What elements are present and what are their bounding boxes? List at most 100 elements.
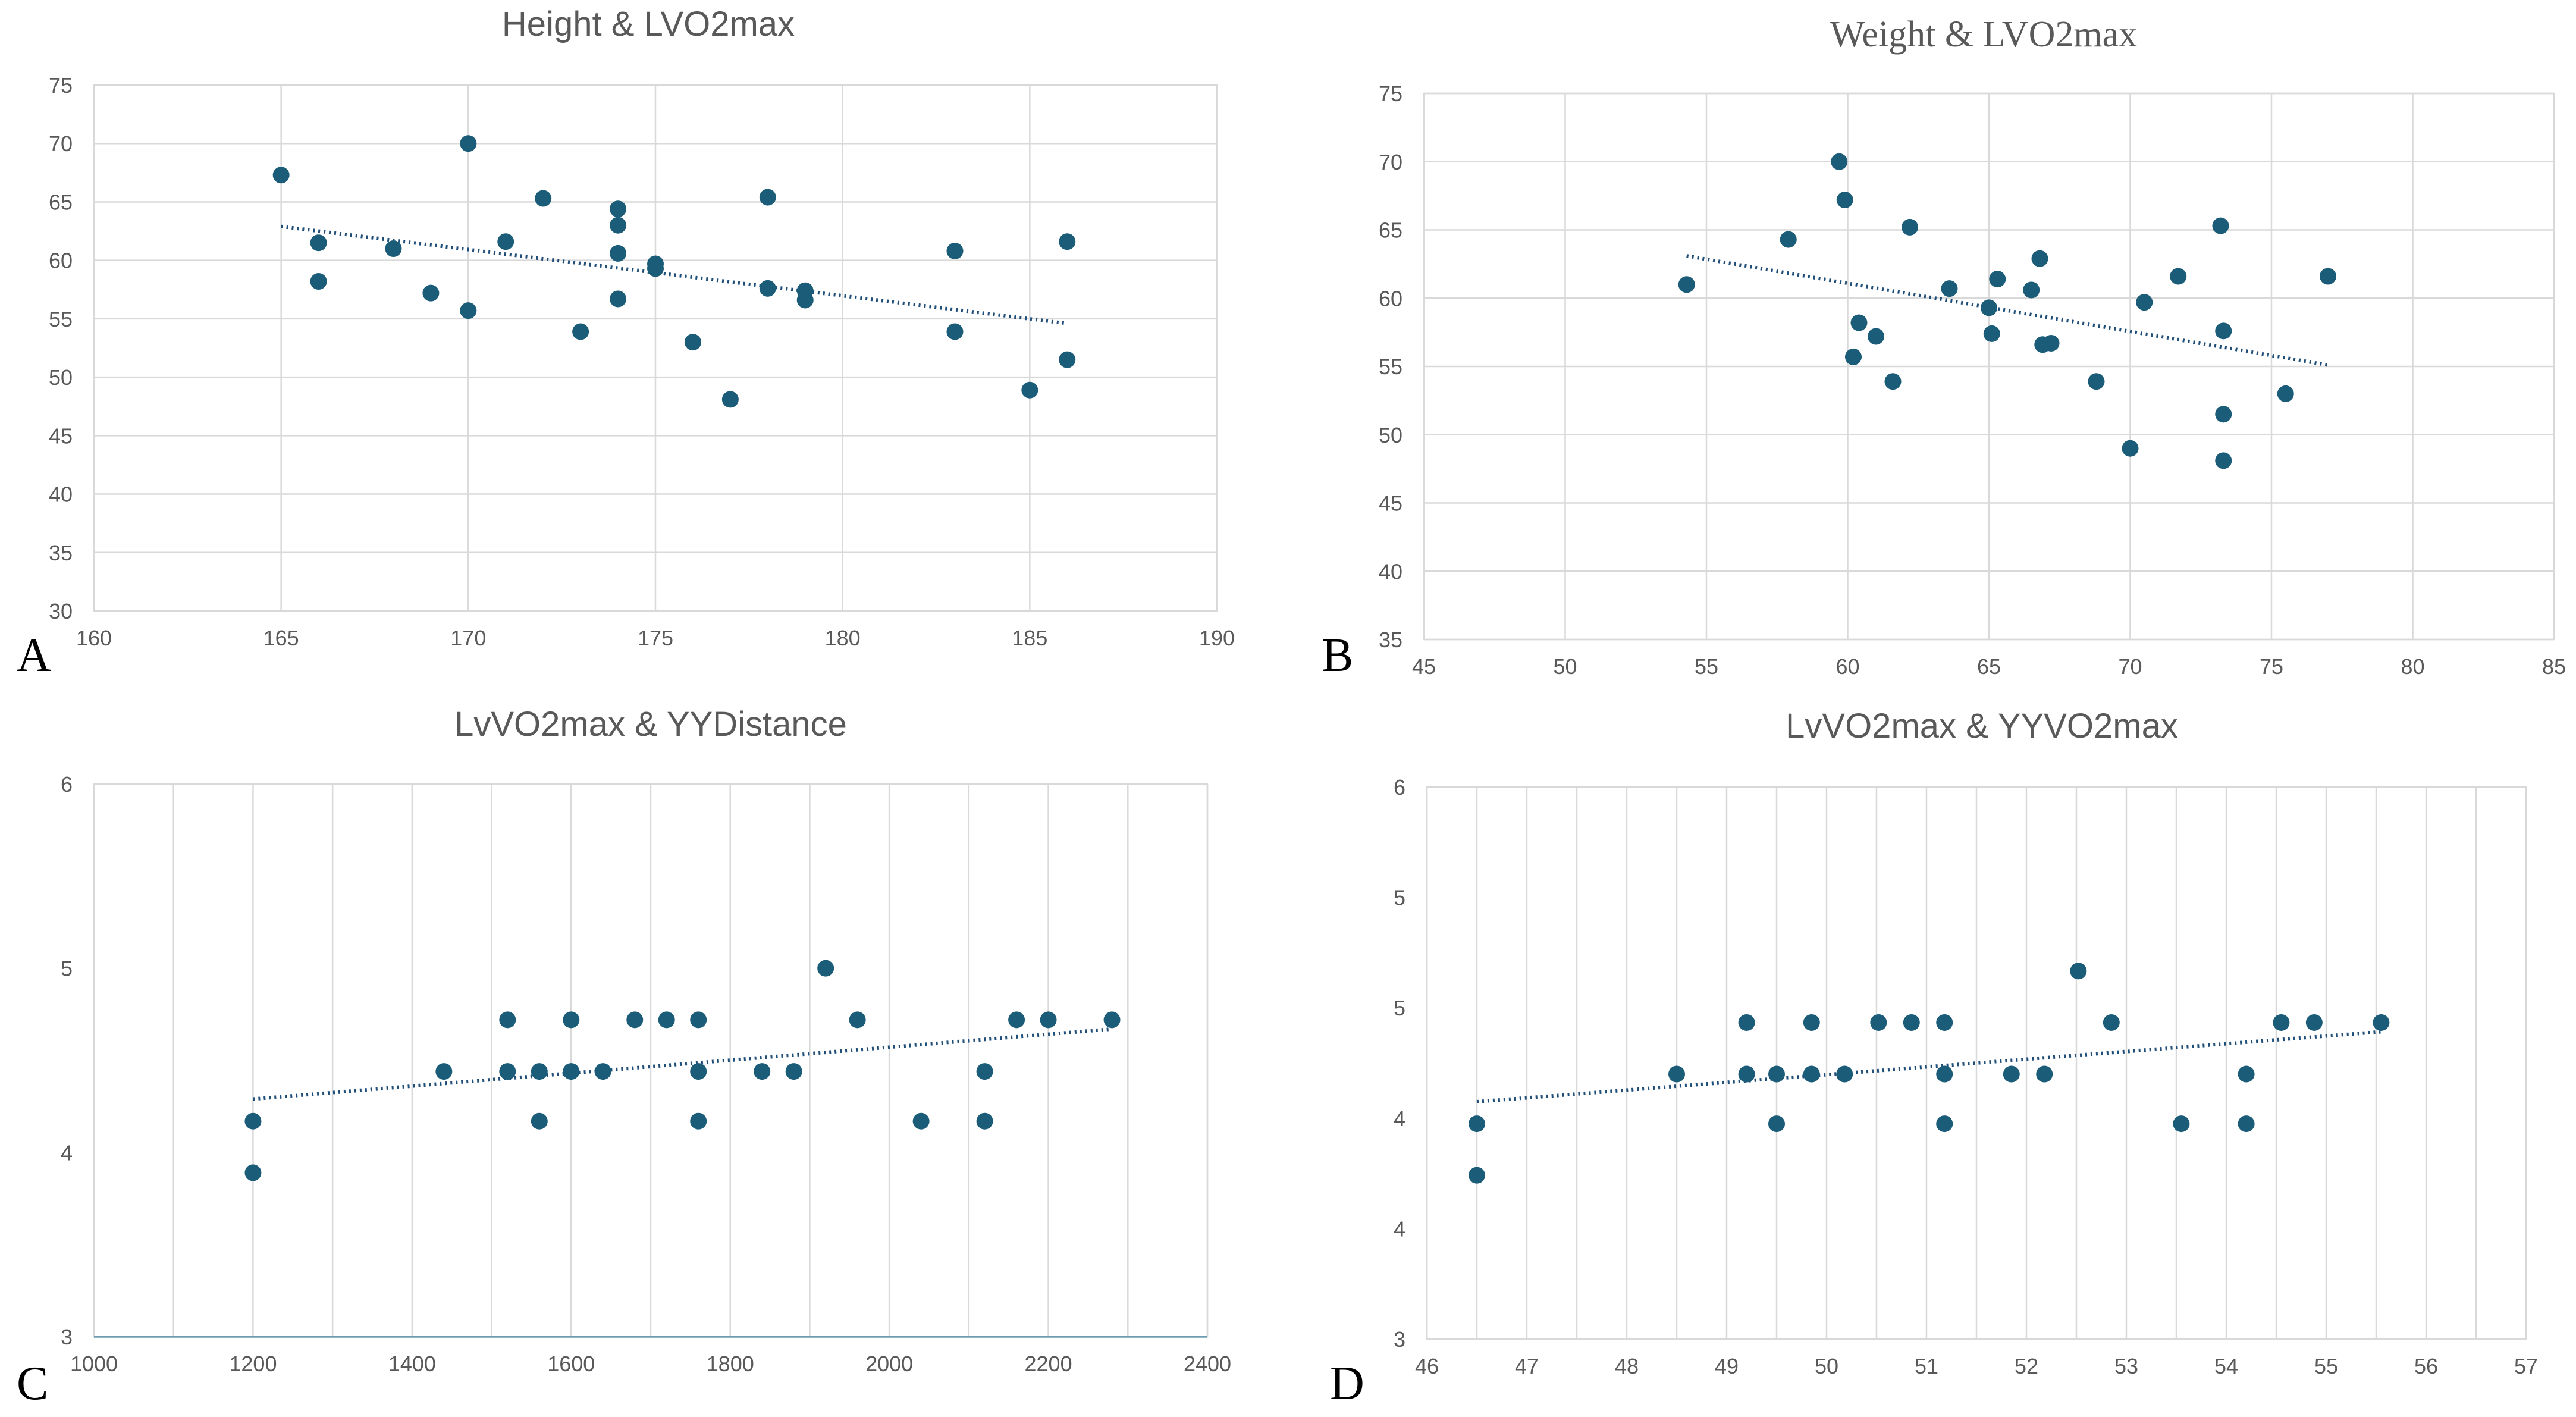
x-tick-label: 48 [1615, 1354, 1639, 1378]
y-tick-label: 65 [49, 190, 73, 214]
data-point [2036, 1065, 2053, 1083]
x-tick-label: 70 [2118, 654, 2142, 679]
data-point [647, 260, 664, 277]
chart-panel-b: 45 50 55 60 65 70 75 80 85 35 40 45 50 55 60 65 70 75 Weig… [1322, 14, 2566, 682]
plot-area-frame [1423, 92, 2555, 641]
x-tick-label: 2400 [1184, 1352, 1231, 1376]
y-tick-label: 35 [1379, 628, 1402, 652]
x-tick-label: 45 [1412, 654, 1436, 679]
x-tick-label: 46 [1415, 1354, 1439, 1378]
data-point [2042, 334, 2060, 352]
data-point [2305, 1014, 2323, 1031]
x-tick-label: 170 [450, 626, 486, 650]
y-tick-label: 6 [1394, 775, 1405, 800]
trendline [281, 224, 1068, 325]
x-tick-label: 57 [2514, 1354, 2538, 1378]
x-tick-label: 65 [1977, 654, 2001, 679]
data-point [690, 1063, 707, 1080]
y-tick-label: 65 [1379, 218, 1402, 243]
data-point [849, 1011, 866, 1029]
data-point [310, 234, 327, 252]
data-point [563, 1011, 580, 1029]
data-point [422, 284, 440, 302]
data-point [1768, 1115, 1785, 1133]
data-point [272, 167, 290, 184]
y-tick-label: 45 [49, 424, 73, 448]
data-point [1059, 351, 1076, 368]
data-point [690, 1112, 707, 1130]
data-point [435, 1063, 453, 1080]
chart-panel-a: 160 165 170 175 180 185 190 30 35 40 45 50 55 60 65 70 7… [17, 5, 1235, 682]
data-point [626, 1011, 644, 1029]
data-point [610, 217, 627, 234]
trendline [1686, 254, 2329, 367]
data-point [690, 1011, 707, 1029]
data-point [1021, 381, 1038, 399]
x-tick-label: 52 [2015, 1354, 2038, 1378]
y-tick-label: 4 [61, 1140, 73, 1165]
data-point [1936, 1115, 1953, 1133]
data-point [2070, 963, 2087, 980]
data-point [912, 1112, 930, 1130]
data-point [1941, 280, 1958, 297]
data-point [759, 280, 776, 297]
data-point [1836, 1065, 1853, 1083]
data-point [1902, 218, 1918, 236]
x-tick-label: 1200 [229, 1352, 277, 1376]
data-point [2238, 1115, 2255, 1133]
data-point [1803, 1065, 1820, 1083]
data-point [2170, 268, 2187, 285]
data-point [1040, 1011, 1057, 1029]
x-tick-label: 49 [1715, 1354, 1739, 1378]
data-point [497, 233, 514, 250]
data-point [2122, 440, 2139, 457]
trendline [1476, 1030, 2382, 1103]
data-point [460, 135, 477, 152]
x-tick-label: 80 [2401, 654, 2424, 679]
data-point [2136, 294, 2153, 311]
data-point [1668, 1065, 1685, 1083]
x-tick-label: 2200 [1025, 1352, 1072, 1376]
x-tick-label: 60 [1835, 654, 1859, 679]
y-tick-label: 70 [49, 131, 73, 156]
data-point [796, 291, 814, 309]
y-tick-label: 4 [1394, 1217, 1405, 1241]
x-tick-label: 85 [2542, 654, 2566, 679]
data-point [2273, 1014, 2290, 1031]
data-point [1836, 192, 1853, 209]
data-point [2215, 322, 2232, 340]
data-point [2003, 1065, 2020, 1083]
data-point [610, 200, 627, 218]
data-point [2023, 281, 2040, 299]
data-point [817, 960, 834, 977]
chart-title: Height & LVO2max [502, 5, 795, 43]
data-point [572, 323, 589, 340]
trendline [253, 1027, 1112, 1101]
y-tick-label: 5 [1394, 996, 1405, 1020]
x-tick-label: 1400 [388, 1352, 436, 1376]
x-tick-label: 51 [1915, 1354, 1938, 1378]
data-point [2215, 406, 2232, 423]
x-tick-label: 185 [1012, 626, 1047, 650]
x-tick-label: 1600 [547, 1352, 595, 1376]
y-tick-label: 35 [49, 541, 73, 565]
x-tick-label: 165 [263, 626, 299, 650]
panel-label: B [1322, 629, 1353, 682]
data-point [785, 1063, 802, 1080]
x-tick-label: 180 [825, 626, 861, 650]
y-tick-label: 75 [1379, 81, 1402, 106]
data-point [2173, 1115, 2190, 1133]
data-point [1803, 1014, 1820, 1031]
data-point [2277, 385, 2294, 402]
x-tick-label: 53 [2114, 1354, 2138, 1378]
data-point [1008, 1011, 1025, 1029]
data-point [2238, 1065, 2255, 1083]
y-tick-label: 55 [1379, 355, 1402, 379]
y-tick-label: 40 [49, 482, 73, 507]
plot-area-frame [1426, 786, 2527, 1340]
chart-panel-c: 1000 1200 1400 1600 1800 2000 2200 2400 3 4 5 6 LvVO… [17, 705, 1231, 1410]
data-point [754, 1063, 771, 1080]
data-point [1738, 1014, 1755, 1031]
